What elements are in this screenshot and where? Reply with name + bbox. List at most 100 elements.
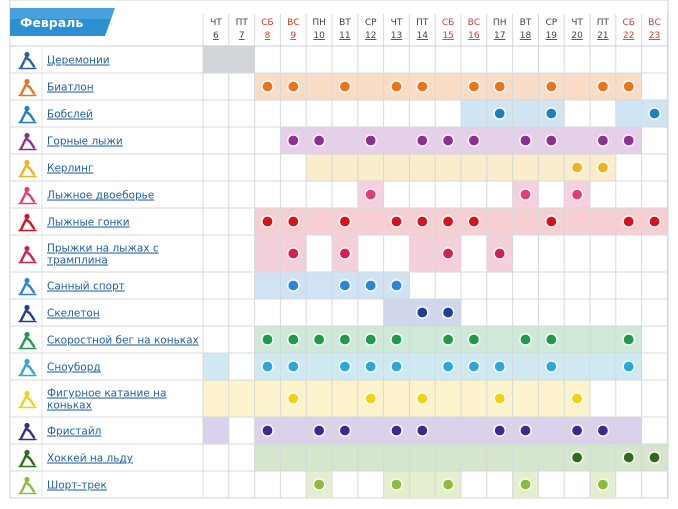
sport-name-link[interactable]: Лыжные гонки [47,217,130,229]
medal-event-dot[interactable] [415,134,429,147]
medal-event-dot[interactable] [415,80,429,93]
medal-event-dot[interactable] [467,134,481,147]
medal-event-dot[interactable] [493,424,507,437]
medal-event-dot[interactable] [286,279,300,292]
medal-event-dot[interactable] [286,333,300,346]
medal-event-dot[interactable] [570,161,584,174]
medal-event-dot[interactable] [570,451,584,464]
medal-event-dot[interactable] [338,215,352,228]
medal-event-dot[interactable] [467,80,481,93]
medal-event-dot[interactable] [415,306,429,319]
medal-event-dot[interactable] [519,134,532,147]
medal-event-dot[interactable] [493,360,507,373]
medal-event-dot[interactable] [519,424,532,437]
sport-name-link[interactable]: Фристайл [47,426,101,438]
medal-event-dot[interactable] [545,360,558,373]
sport-name-link[interactable]: Бобслей [47,109,93,121]
medal-event-dot[interactable] [648,107,661,120]
medal-event-dot[interactable] [261,360,274,373]
medal-event-dot[interactable] [622,451,636,464]
sport-name-link[interactable]: Церемонии [47,55,110,67]
medal-event-dot[interactable] [570,188,584,201]
sport-name-link[interactable]: Шорт-трек [47,480,107,492]
medal-event-dot[interactable] [286,247,300,260]
medal-event-dot[interactable] [519,188,532,201]
medal-event-dot[interactable] [312,424,326,437]
medal-event-dot[interactable] [286,134,300,147]
medal-event-dot[interactable] [364,279,378,292]
medal-event-dot[interactable] [338,424,352,437]
medal-event-dot[interactable] [415,392,429,405]
medal-event-dot[interactable] [390,478,403,491]
medal-event-dot[interactable] [493,107,507,120]
medal-event-dot[interactable] [261,80,274,93]
medal-event-dot[interactable] [364,188,378,201]
medal-event-dot[interactable] [648,215,661,228]
medal-event-dot[interactable] [338,247,352,260]
medal-event-dot[interactable] [286,215,300,228]
medal-event-dot[interactable] [622,134,636,147]
medal-event-dot[interactable] [648,451,661,464]
sport-name-link[interactable]: Биатлон [47,82,94,94]
medal-event-dot[interactable] [312,134,326,147]
sport-name-link[interactable]: Фигурное катание на коньках [47,388,166,412]
medal-event-dot[interactable] [622,333,636,346]
medal-event-dot[interactable] [261,333,274,346]
sport-name-link[interactable]: Керлинг [47,163,94,175]
medal-event-dot[interactable] [286,360,300,373]
medal-event-dot[interactable] [390,279,403,292]
medal-event-dot[interactable] [622,80,636,93]
medal-event-dot[interactable] [596,161,610,174]
medal-event-dot[interactable] [622,360,636,373]
medal-event-dot[interactable] [286,392,300,405]
medal-event-dot[interactable] [415,424,429,437]
medal-event-dot[interactable] [390,215,403,228]
sport-name-link[interactable]: Хоккей на льду [47,453,133,465]
medal-event-dot[interactable] [622,215,636,228]
medal-event-dot[interactable] [415,215,429,228]
medal-event-dot[interactable] [261,215,274,228]
sport-name-link[interactable]: Сноуборд [47,362,101,374]
medal-event-dot[interactable] [545,215,558,228]
medal-event-dot[interactable] [467,333,481,346]
medal-event-dot[interactable] [390,424,403,437]
medal-event-dot[interactable] [596,478,610,491]
medal-event-dot[interactable] [364,134,378,147]
medal-event-dot[interactable] [338,333,352,346]
sport-name-link[interactable]: Скоростной бег на коньках [47,335,199,347]
medal-event-dot[interactable] [338,80,352,93]
medal-event-dot[interactable] [441,134,455,147]
medal-event-dot[interactable] [364,392,378,405]
medal-event-dot[interactable] [519,478,532,491]
medal-event-dot[interactable] [467,215,481,228]
medal-event-dot[interactable] [441,478,455,491]
medal-event-dot[interactable] [364,333,378,346]
medal-event-dot[interactable] [570,424,584,437]
sport-name-link[interactable]: Санный спорт [47,281,125,293]
medal-event-dot[interactable] [441,333,455,346]
medal-event-dot[interactable] [286,80,300,93]
medal-event-dot[interactable] [338,360,352,373]
medal-event-dot[interactable] [338,279,352,292]
medal-event-dot[interactable] [493,80,507,93]
medal-event-dot[interactable] [390,333,403,346]
medal-event-dot[interactable] [493,247,507,260]
sport-name-link[interactable]: Скелетон [47,308,100,320]
medal-event-dot[interactable] [545,107,558,120]
medal-event-dot[interactable] [312,478,326,491]
medal-event-dot[interactable] [545,333,558,346]
sport-name-link[interactable]: Лыжное двоеборье [47,190,154,202]
medal-event-dot[interactable] [596,134,610,147]
medal-event-dot[interactable] [570,392,584,405]
medal-event-dot[interactable] [596,80,610,93]
sport-name-link[interactable]: Прыжки на лыжах с трамплина [47,243,159,267]
medal-event-dot[interactable] [493,392,507,405]
medal-event-dot[interactable] [441,215,455,228]
medal-event-dot[interactable] [596,424,610,437]
sport-name-link[interactable]: Горные лыжи [47,136,123,148]
medal-event-dot[interactable] [390,80,403,93]
medal-event-dot[interactable] [261,424,274,437]
medal-event-dot[interactable] [441,360,455,373]
medal-event-dot[interactable] [545,80,558,93]
medal-event-dot[interactable] [545,134,558,147]
